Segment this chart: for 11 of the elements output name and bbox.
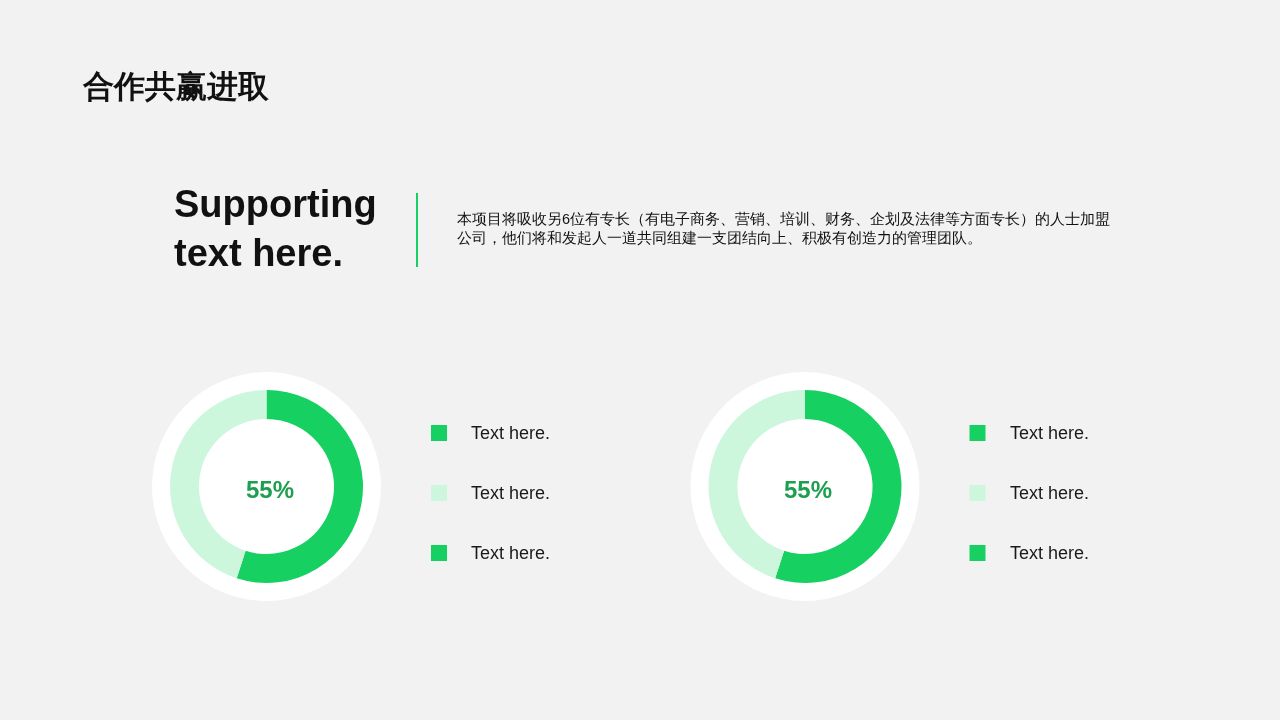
- legend-label: Text here.: [1010, 423, 1090, 443]
- text: 合作共赢进取: [82, 69, 270, 104]
- legend-label: Text here.: [471, 543, 551, 563]
- text: 55%: [784, 476, 833, 503]
- legend-label: Text here.: [471, 423, 551, 443]
- text: 本项目将吸收另6位有专长（有电子商务、营销、培训、财务、企划及法律等方面专长）的人士加盟公司，他们将和发起人一道共同组建一支团结向上、积极有创造力的管理团队。: [457, 211, 1111, 246]
- text: 55%: [246, 476, 295, 503]
- legend-label: Text here.: [1010, 483, 1090, 503]
- legend-label: Text here.: [471, 483, 551, 503]
- legend-label: Text here.: [1010, 543, 1090, 563]
- text: Supporting text here.: [174, 183, 377, 275]
